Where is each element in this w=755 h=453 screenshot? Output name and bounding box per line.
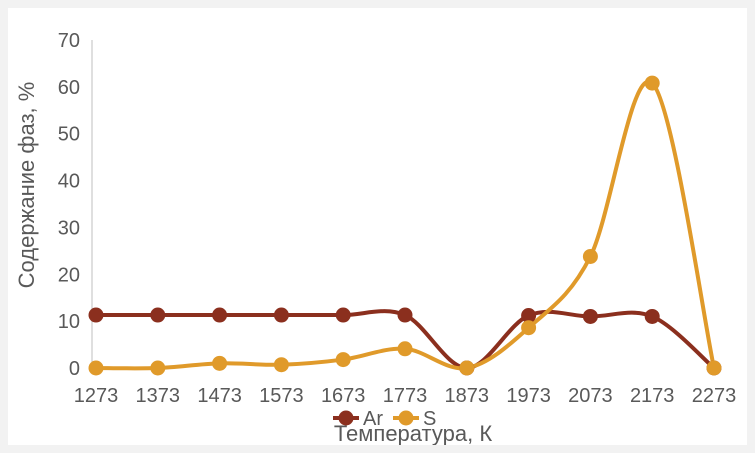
- data-point-s: [582, 248, 598, 264]
- x-tick-label: 1373: [136, 385, 181, 407]
- data-point-ar: [273, 307, 289, 323]
- series-line-s: [94, 79, 716, 371]
- y-tick-label: 40: [58, 171, 80, 193]
- legend-item-s: S: [393, 408, 436, 430]
- x-tick-label: 1273: [74, 385, 119, 407]
- data-point-ar: [88, 307, 104, 323]
- data-point-s: [88, 360, 104, 376]
- x-axis-title: Температура, К: [334, 421, 492, 445]
- legend-ar-label: Ar: [363, 408, 383, 430]
- data-point-s: [397, 341, 413, 357]
- legend-s-marker: [398, 410, 414, 426]
- y-tick-label: 60: [58, 77, 80, 99]
- x-tick-label: 1773: [383, 385, 428, 407]
- y-tick-labels: 0 10 20 30 40 50 60 70: [58, 30, 80, 380]
- data-point-s: [150, 360, 166, 376]
- x-tick-label: 1973: [506, 385, 551, 407]
- y-tick-label: 10: [58, 311, 80, 333]
- data-point-s: [706, 360, 722, 376]
- y-tick-label: 50: [58, 124, 80, 146]
- chart-panel: 0 10 20 30 40 50 60 70 1273 1373 1473 1573 1673 1773…: [8, 8, 747, 445]
- data-point-s: [644, 75, 660, 91]
- line-chart: 0 10 20 30 40 50 60 70 1273 1373 1473 1573 1673 1773…: [14, 30, 737, 445]
- series-lines: [94, 79, 716, 371]
- y-tick-label: 70: [58, 30, 80, 52]
- data-point-s: [212, 355, 228, 371]
- legend-ar-marker: [338, 410, 354, 426]
- data-point-s: [459, 360, 475, 376]
- y-tick-label: 30: [58, 217, 80, 239]
- data-point-ar: [150, 307, 166, 323]
- data-point-ar: [397, 307, 413, 323]
- data-point-s: [521, 320, 537, 336]
- x-tick-label: 2273: [692, 385, 737, 407]
- legend-item-ar: Ar: [333, 408, 383, 430]
- y-axis-title: Содержание фаз, %: [14, 82, 39, 289]
- x-tick-label: 1873: [445, 385, 490, 407]
- data-point-s: [273, 357, 289, 373]
- legend: Ar S: [333, 408, 436, 430]
- x-tick-label: 1673: [321, 385, 366, 407]
- data-point-ar: [335, 307, 351, 323]
- data-point-ar: [582, 308, 598, 324]
- y-tick-label: 0: [69, 358, 80, 380]
- data-point-s: [335, 352, 351, 368]
- data-point-ar: [521, 308, 537, 324]
- x-tick-label: 2173: [630, 385, 675, 407]
- x-tick-label: 1573: [259, 385, 304, 407]
- y-tick-label: 20: [58, 264, 80, 286]
- x-tick-label: 2073: [568, 385, 613, 407]
- data-point-ar: [212, 307, 228, 323]
- series-markers: [88, 75, 722, 376]
- x-tick-labels: 1273 1373 1473 1573 1673 1773 1873 1973 2073 2173…: [74, 385, 737, 407]
- legend-s-label: S: [423, 408, 436, 430]
- x-tick-label: 1473: [197, 385, 242, 407]
- data-point-ar: [644, 308, 660, 324]
